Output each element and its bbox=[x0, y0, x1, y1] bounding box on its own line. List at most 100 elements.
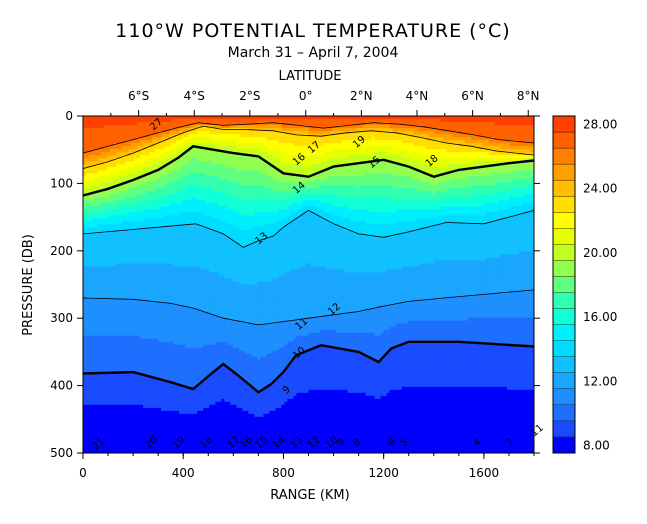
field-cell bbox=[113, 260, 117, 265]
field-cell bbox=[125, 164, 129, 168]
field-cell bbox=[107, 215, 111, 219]
field-cell bbox=[170, 401, 174, 406]
field-cell bbox=[149, 278, 153, 283]
field-cell bbox=[167, 347, 171, 352]
field-cell bbox=[191, 419, 195, 424]
field-cell bbox=[101, 248, 105, 252]
field-cell bbox=[155, 326, 159, 331]
field-cell bbox=[203, 116, 207, 120]
field-cell bbox=[212, 191, 216, 195]
field-cell bbox=[92, 200, 96, 204]
field-cell bbox=[104, 284, 108, 289]
field-cell bbox=[170, 428, 174, 433]
field-cell bbox=[98, 395, 102, 400]
field-cell bbox=[116, 125, 120, 129]
field-cell bbox=[152, 263, 156, 268]
field-cell bbox=[185, 122, 189, 126]
field-cell bbox=[194, 311, 198, 316]
field-cell bbox=[152, 383, 156, 388]
field-cell bbox=[104, 383, 108, 388]
field-cell bbox=[179, 362, 183, 367]
field-cell bbox=[134, 449, 138, 453]
field-cell bbox=[140, 260, 144, 265]
field-cell bbox=[89, 242, 93, 246]
field-cell bbox=[209, 158, 213, 162]
field-cell bbox=[101, 317, 105, 322]
field-cell bbox=[206, 329, 210, 334]
field-cell bbox=[182, 371, 186, 376]
field-cell bbox=[98, 215, 102, 219]
field-cell bbox=[146, 347, 150, 352]
field-cell bbox=[137, 143, 141, 147]
field-cell bbox=[122, 251, 126, 256]
field-cell bbox=[137, 329, 141, 334]
field-cell bbox=[152, 296, 156, 301]
field-cell bbox=[212, 392, 216, 397]
field-cell bbox=[89, 239, 93, 243]
field-cell bbox=[140, 344, 144, 349]
field-cell bbox=[86, 380, 90, 385]
field-cell bbox=[212, 263, 216, 268]
field-cell bbox=[119, 251, 123, 256]
field-cell bbox=[212, 449, 216, 453]
field-cell bbox=[200, 149, 204, 153]
field-cell bbox=[104, 380, 108, 385]
field-cell bbox=[158, 290, 162, 295]
field-cell bbox=[191, 428, 195, 433]
field-cell bbox=[140, 155, 144, 159]
field-cell bbox=[203, 176, 207, 180]
field-cell bbox=[197, 311, 201, 316]
field-cell bbox=[155, 179, 159, 183]
field-cell bbox=[185, 128, 189, 132]
field-cell bbox=[104, 413, 108, 418]
field-cell bbox=[113, 122, 117, 126]
field-cell bbox=[206, 218, 210, 222]
field-cell bbox=[194, 371, 198, 376]
field-cell bbox=[167, 155, 171, 159]
field-cell bbox=[206, 275, 210, 280]
field-cell bbox=[134, 446, 138, 451]
field-cell bbox=[155, 410, 159, 415]
field-cell bbox=[125, 119, 129, 123]
field-cell bbox=[140, 368, 144, 373]
field-cell bbox=[176, 230, 180, 234]
field-cell bbox=[146, 338, 150, 343]
field-cell bbox=[104, 281, 108, 286]
field-cell bbox=[134, 440, 138, 445]
field-cell bbox=[83, 251, 87, 256]
field-cell bbox=[176, 221, 180, 225]
field-cell bbox=[209, 203, 213, 207]
field-cell bbox=[107, 122, 111, 126]
field-cell bbox=[143, 317, 147, 322]
field-cell bbox=[152, 329, 156, 334]
field-cell bbox=[95, 125, 99, 129]
field-cell bbox=[104, 416, 108, 421]
field-cell bbox=[101, 314, 105, 319]
field-cell bbox=[137, 362, 141, 367]
field-cell bbox=[134, 305, 138, 310]
field-cell bbox=[212, 437, 216, 442]
field-cell bbox=[83, 317, 87, 322]
field-cell bbox=[167, 239, 171, 243]
field-cell bbox=[86, 254, 90, 259]
field-cell bbox=[95, 392, 99, 397]
field-cell bbox=[143, 242, 147, 246]
field-cell bbox=[206, 137, 210, 141]
field-cell bbox=[128, 194, 132, 198]
field-cell bbox=[83, 152, 87, 156]
field-cell bbox=[104, 419, 108, 424]
field-cell bbox=[131, 299, 135, 304]
field-cell bbox=[194, 302, 198, 307]
field-cell bbox=[188, 311, 192, 316]
field-cell bbox=[191, 251, 195, 256]
field-cell bbox=[191, 119, 195, 123]
field-cell bbox=[179, 332, 183, 337]
field-cell bbox=[209, 383, 213, 388]
field-cell bbox=[149, 293, 153, 298]
field-cell bbox=[107, 203, 111, 207]
field-cell bbox=[128, 248, 132, 252]
field-cell bbox=[122, 281, 126, 286]
field-cell bbox=[107, 224, 111, 228]
field-cell bbox=[122, 359, 126, 364]
field-cell bbox=[149, 176, 153, 180]
